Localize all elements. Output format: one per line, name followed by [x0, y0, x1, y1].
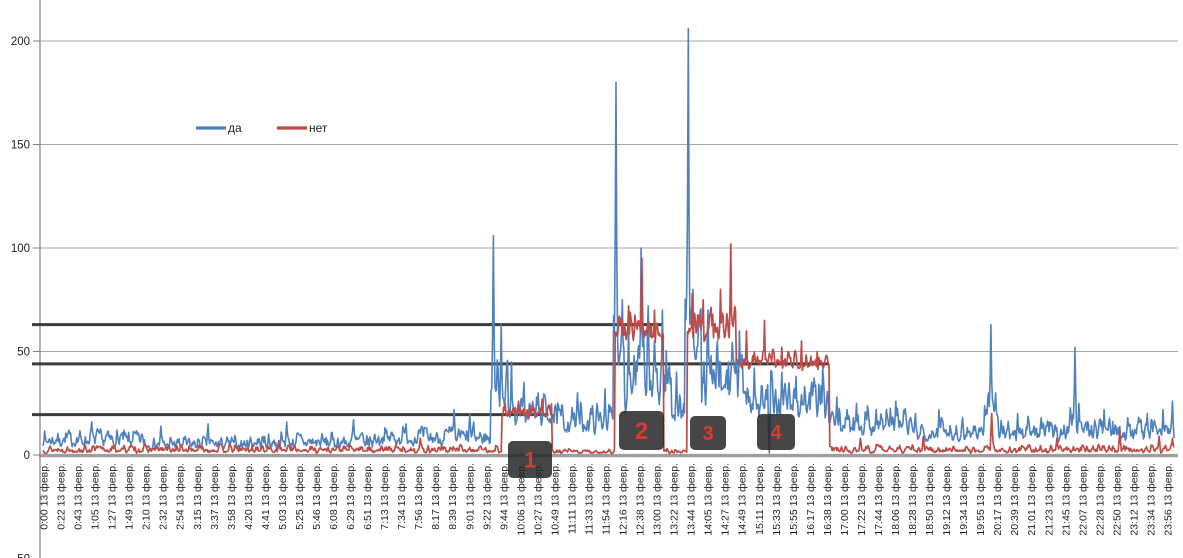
y-tick-label-0: 0: [24, 450, 30, 462]
x-tick-label-25: 9:01 13 февр.: [464, 463, 476, 530]
x-tick-label-27: 9:44 13 февр.: [498, 463, 510, 530]
x-tick-label-26: 9:22 13 февр.: [481, 463, 493, 530]
legend-label-да: да: [228, 121, 242, 135]
annotation-box-2: [619, 411, 664, 450]
annotation-number-2: 2: [635, 418, 648, 445]
x-tick-label-19: 6:51 13 февр.: [362, 463, 374, 530]
x-tick-label-49: 17:44 13 февр.: [873, 463, 885, 536]
annotation-number-3: 3: [702, 423, 713, 445]
x-tick-label-61: 22:07 13 февр.: [1077, 463, 1089, 536]
annotation-number-4: 4: [770, 422, 782, 444]
x-tick-label-66: 23:56 13 февр.: [1162, 463, 1174, 536]
x-tick-label-60: 21:45 13 февр.: [1060, 463, 1072, 536]
x-tick-label-65: 23:34 13 февр.: [1145, 463, 1157, 536]
x-tick-label-52: 18:50 13 февр.: [924, 463, 936, 536]
x-tick-label-51: 18:28 13 февр.: [907, 463, 919, 536]
x-tick-label-13: 4:41 13 февр.: [260, 463, 272, 530]
annotation-box-3: [690, 416, 726, 450]
x-tick-label-22: 7:56 13 февр.: [413, 463, 425, 530]
x-tick-label-0: 0:00 13 февр.: [39, 463, 51, 530]
x-tick-label-37: 13:22 13 февр.: [669, 463, 681, 536]
x-tick-label-30: 10:49 13 февр.: [549, 463, 561, 536]
x-tick-label-1: 0:22 13 февр.: [56, 463, 68, 530]
x-tick-label-4: 1:27 13 февр.: [107, 463, 119, 530]
x-tick-label-24: 8:39 13 февр.: [447, 463, 459, 530]
x-tick-label-48: 17:22 13 февр.: [856, 463, 868, 536]
x-tick-label-35: 12:38 13 февр.: [635, 463, 647, 536]
x-tick-label-56: 20:17 13 февр.: [992, 463, 1004, 536]
x-tick-label-43: 15:33 13 февр.: [771, 463, 783, 536]
x-tick-label-44: 15:55 13 февр.: [788, 463, 800, 536]
x-tick-label-34: 12:16 13 февр.: [618, 463, 630, 536]
x-tick-label-33: 11:54 13 февр.: [600, 463, 612, 535]
x-tick-label-32: 11:33 13 февр.: [583, 463, 595, 535]
y-tick-label-50: 50: [17, 347, 30, 359]
x-tick-label-29: 10:27 13 февр.: [532, 463, 544, 536]
x-tick-label-6: 2:10 13 февр.: [141, 463, 153, 530]
x-tick-label-58: 21:01 13 февр.: [1026, 463, 1038, 536]
annotation-box-1: [508, 441, 552, 478]
x-tick-label-17: 6:08 13 февр.: [328, 463, 340, 530]
x-tick-label-39: 14:05 13 февр.: [703, 463, 715, 536]
x-tick-label-10: 3:37 13 февр.: [209, 463, 221, 530]
x-tick-label-14: 5:03 13 февр.: [277, 463, 289, 530]
x-tick-label-2: 0:43 13 февр.: [73, 463, 85, 530]
x-tick-label-36: 13:00 13 февр.: [652, 463, 664, 536]
x-tick-label-55: 19:55 13 февр.: [975, 463, 987, 536]
annotation-number-1: 1: [524, 447, 536, 472]
series-line-да: [42, 27, 1175, 454]
x-tick-label-45: 16:17 13 февр.: [805, 463, 817, 536]
x-tick-label-28: 10:06 13 февр.: [515, 463, 527, 536]
x-tick-label-11: 3:58 13 февр.: [226, 463, 238, 530]
legend-label-нет: нет: [309, 121, 328, 135]
x-tick-label-53: 19:12 13 февр.: [941, 463, 953, 536]
x-tick-label-41: 14:49 13 февр.: [737, 463, 749, 536]
x-tick-label-46: 16:38 13 февр.: [822, 463, 834, 536]
x-tick-label-38: 13:44 13 февр.: [686, 463, 698, 536]
x-tick-label-57: 20:39 13 февр.: [1009, 463, 1021, 536]
x-tick-label-64: 23:12 13 февр.: [1128, 463, 1140, 536]
y-tick-label-150: 150: [11, 140, 30, 152]
x-tick-label-15: 5:25 13 февр.: [294, 463, 306, 530]
x-tick-label-3: 1:05 13 февр.: [90, 463, 102, 530]
x-tick-label-12: 4:20 13 февр.: [243, 463, 255, 530]
x-tick-label-18: 6:29 13 февр.: [345, 463, 357, 530]
y-tick-label-100: 100: [11, 243, 30, 255]
x-tick-label-40: 14:27 13 февр.: [720, 463, 732, 536]
x-tick-label-21: 7:34 13 февр.: [396, 463, 408, 530]
x-tick-label-62: 22:28 13 февр.: [1094, 463, 1106, 536]
x-tick-label-54: 19:34 13 февр.: [958, 463, 970, 536]
y-tick-label-200: 200: [11, 36, 30, 48]
x-tick-label-7: 2:32 13 февр.: [158, 463, 170, 530]
x-tick-label-63: 22:50 13 февр.: [1111, 463, 1123, 536]
annotation-box-4: [757, 414, 795, 450]
x-tick-label-8: 2:54 13 февр.: [175, 463, 187, 530]
x-tick-label-16: 5:46 13 февр.: [311, 463, 323, 530]
series-line-нет: [42, 243, 1175, 455]
x-tick-label-50: 18:06 13 февр.: [890, 463, 902, 536]
x-tick-label-20: 7:13 13 февр.: [379, 463, 391, 530]
x-tick-label-5: 1:49 13 февр.: [124, 463, 136, 530]
y-tick-label--50: -50: [13, 554, 30, 558]
x-tick-label-31: 11:11 13 февр.: [566, 463, 578, 534]
x-tick-label-9: 3:15 13 февр.: [192, 463, 204, 530]
x-tick-label-47: 17:00 13 февр.: [839, 463, 851, 536]
x-tick-label-59: 21:23 13 февр.: [1043, 463, 1055, 536]
x-tick-label-23: 8:17 13 февр.: [430, 463, 442, 530]
x-tick-label-42: 15:11 13 февр.: [754, 463, 766, 535]
